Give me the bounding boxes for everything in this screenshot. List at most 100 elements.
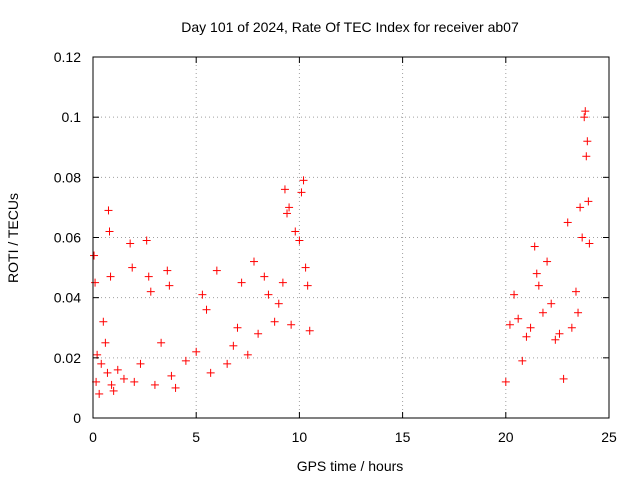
data-point — [538, 308, 547, 317]
data-point — [571, 287, 580, 296]
data-point — [287, 320, 296, 329]
data-point — [270, 317, 279, 326]
y-tick-label: 0.02 — [54, 350, 81, 366]
data-point — [119, 374, 128, 383]
data-point — [142, 236, 151, 245]
data-point — [501, 377, 510, 386]
data-point — [229, 341, 238, 350]
data-point — [105, 227, 114, 236]
data-point — [574, 308, 583, 317]
data-point — [510, 290, 519, 299]
data-point — [249, 257, 258, 266]
data-point — [547, 299, 556, 308]
grid-lines — [93, 57, 609, 418]
x-tick-label: 5 — [192, 429, 200, 445]
data-point — [264, 290, 273, 299]
data-point — [97, 359, 106, 368]
data-point — [278, 278, 287, 287]
data-point — [106, 272, 115, 281]
data-point — [144, 272, 153, 281]
chart-title: Day 101 of 2024, Rate Of TEC Index for r… — [181, 19, 519, 35]
data-point — [91, 278, 100, 287]
data-point — [551, 335, 560, 344]
data-point — [301, 263, 310, 272]
data-point — [103, 368, 112, 377]
data-point — [233, 323, 242, 332]
data-point — [223, 359, 232, 368]
data-point — [567, 323, 576, 332]
data-point — [243, 350, 252, 359]
y-tick-label: 0.08 — [54, 169, 81, 185]
data-point — [90, 251, 99, 260]
data-point — [254, 329, 263, 338]
data-point — [297, 188, 306, 197]
data-point — [578, 233, 587, 242]
data-point — [585, 239, 594, 248]
data-point — [534, 281, 543, 290]
data-point — [99, 317, 108, 326]
data-point — [514, 314, 523, 323]
data-point — [303, 281, 312, 290]
data-point — [192, 347, 201, 356]
data-points — [90, 107, 594, 398]
y-tick-label: 0.04 — [54, 290, 81, 306]
data-point — [101, 338, 110, 347]
data-point — [237, 278, 246, 287]
data-point — [165, 281, 174, 290]
data-point — [555, 329, 564, 338]
data-point — [274, 299, 283, 308]
data-point — [291, 227, 300, 236]
data-point — [580, 113, 589, 122]
data-point — [107, 380, 116, 389]
x-tick-label: 10 — [292, 429, 308, 445]
data-point — [563, 218, 572, 227]
data-point — [163, 266, 172, 275]
data-point — [522, 332, 531, 341]
data-point — [532, 269, 541, 278]
y-axis-label: ROTI / TECUs — [5, 193, 21, 283]
x-tick-label: 20 — [498, 429, 514, 445]
data-point — [559, 374, 568, 383]
data-point — [584, 197, 593, 206]
data-point — [530, 242, 539, 251]
data-point — [260, 272, 269, 281]
data-point — [280, 185, 289, 194]
x-axis-label: GPS time / hours — [297, 458, 404, 474]
data-point — [146, 287, 155, 296]
data-point — [576, 203, 585, 212]
x-tick-label: 25 — [601, 429, 617, 445]
data-point — [130, 377, 139, 386]
x-tick-label: 15 — [395, 429, 411, 445]
data-point — [95, 389, 104, 398]
data-point — [582, 152, 591, 161]
data-point — [167, 371, 176, 380]
data-point — [212, 266, 221, 275]
data-point — [113, 365, 122, 374]
data-point — [202, 305, 211, 314]
y-tick-label: 0.12 — [54, 49, 81, 65]
plot-frame — [92, 56, 610, 419]
y-tick-label: 0.1 — [62, 109, 82, 125]
data-point — [104, 206, 113, 215]
x-tick-label: 0 — [89, 429, 97, 445]
y-tick-label: 0.06 — [54, 230, 81, 246]
data-point — [505, 320, 514, 329]
y-tick-label: 0 — [73, 410, 81, 426]
data-point — [126, 239, 135, 248]
data-point — [150, 380, 159, 389]
data-point — [283, 209, 292, 218]
data-point — [157, 338, 166, 347]
data-point — [543, 257, 552, 266]
data-point — [518, 356, 527, 365]
axis-ticks: 0 5 10 15 20 25 0 0.02 0.04 0.06 0.08 0.1 0.12 — [54, 49, 617, 445]
data-point — [581, 107, 590, 116]
data-point — [136, 359, 145, 368]
data-point — [305, 326, 314, 335]
data-point — [198, 290, 207, 299]
data-point — [299, 176, 308, 185]
data-point — [206, 368, 215, 377]
data-point — [285, 203, 294, 212]
data-point — [171, 383, 180, 392]
data-point — [181, 356, 190, 365]
